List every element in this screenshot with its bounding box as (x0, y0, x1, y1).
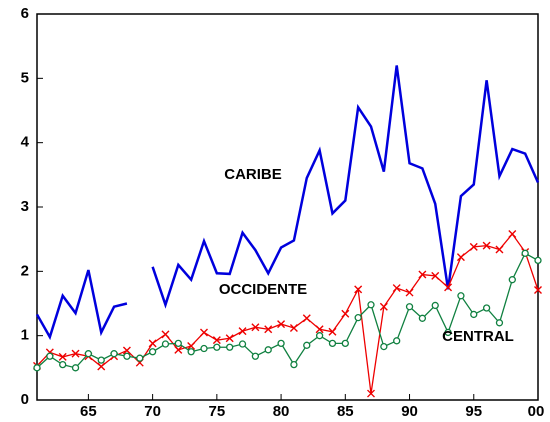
marker (354, 285, 363, 294)
marker (508, 230, 517, 239)
y-tick-label: 4 (21, 134, 30, 151)
marker (534, 256, 542, 265)
marker (264, 325, 273, 334)
marker (508, 276, 516, 284)
marker (315, 325, 324, 334)
marker (123, 352, 131, 360)
x-tick-label: 75 (209, 403, 226, 420)
marker (341, 339, 349, 348)
series-line (36, 252, 539, 369)
marker (482, 304, 491, 312)
marker (226, 343, 234, 351)
series-label: CARIBE (224, 166, 282, 183)
marker (303, 341, 311, 349)
x-tick-label: 70 (144, 403, 161, 420)
marker (174, 345, 183, 354)
marker (431, 271, 440, 280)
marker (200, 328, 208, 337)
marker (225, 334, 234, 343)
x-tick-label: 95 (465, 403, 482, 420)
marker (392, 284, 401, 293)
marker (367, 389, 375, 398)
marker (367, 301, 375, 309)
marker (456, 253, 465, 262)
marker (418, 270, 427, 279)
marker (354, 314, 362, 322)
marker (174, 339, 182, 348)
marker (187, 348, 195, 356)
x-tick-label: 90 (401, 403, 418, 420)
marker (97, 356, 105, 364)
marker (431, 301, 439, 310)
marker (136, 354, 144, 362)
marker (470, 310, 478, 319)
marker (290, 360, 298, 369)
marker (289, 323, 298, 332)
marker (264, 346, 272, 354)
y-tick-label: 2 (21, 262, 29, 279)
marker (469, 242, 478, 251)
marker (341, 309, 350, 318)
marker (482, 241, 491, 250)
marker (161, 330, 170, 339)
series-line (36, 232, 539, 394)
series-label: OCCIDENTE (219, 281, 307, 298)
marker (238, 327, 247, 336)
y-tick-label: 1 (21, 327, 29, 344)
marker (58, 352, 67, 361)
marker (97, 362, 106, 371)
marker (457, 292, 465, 300)
marker (418, 314, 427, 322)
marker (534, 285, 542, 294)
marker (71, 364, 80, 372)
marker (379, 302, 388, 311)
x-tick-label: 80 (273, 403, 290, 420)
marker (444, 328, 452, 337)
marker (110, 350, 118, 358)
marker (444, 283, 453, 292)
y-tick-label: 0 (21, 391, 29, 408)
y-tick-label: 3 (21, 198, 29, 215)
x-tick-label: 00 (528, 403, 545, 420)
marker (187, 341, 196, 350)
y-tick-label: 5 (21, 69, 29, 86)
marker (277, 339, 285, 348)
marker (200, 344, 208, 353)
marker (328, 339, 337, 348)
x-tick-label: 85 (337, 403, 354, 420)
marker (251, 352, 260, 360)
marker (277, 320, 286, 329)
marker (495, 245, 504, 254)
marker (251, 323, 260, 332)
y-tick-label: 6 (21, 5, 29, 22)
series-label: CENTRAL (442, 328, 514, 345)
marker (46, 352, 54, 360)
marker (328, 327, 337, 336)
marker (59, 360, 67, 369)
marker (161, 340, 170, 348)
marker (213, 343, 221, 351)
marker (148, 339, 157, 348)
marker (302, 314, 311, 323)
marker (122, 346, 131, 355)
marker (71, 349, 80, 358)
marker (405, 288, 414, 297)
marker (315, 332, 324, 340)
marker (238, 340, 247, 348)
marker (393, 337, 401, 345)
marker (380, 342, 388, 351)
marker (84, 350, 93, 358)
marker (33, 364, 41, 372)
series-line (35, 65, 540, 341)
marker (212, 336, 221, 345)
marker (521, 249, 529, 257)
marker (148, 348, 157, 356)
x-tick-label: 65 (80, 403, 97, 420)
marker (405, 303, 414, 311)
marker (495, 319, 504, 327)
